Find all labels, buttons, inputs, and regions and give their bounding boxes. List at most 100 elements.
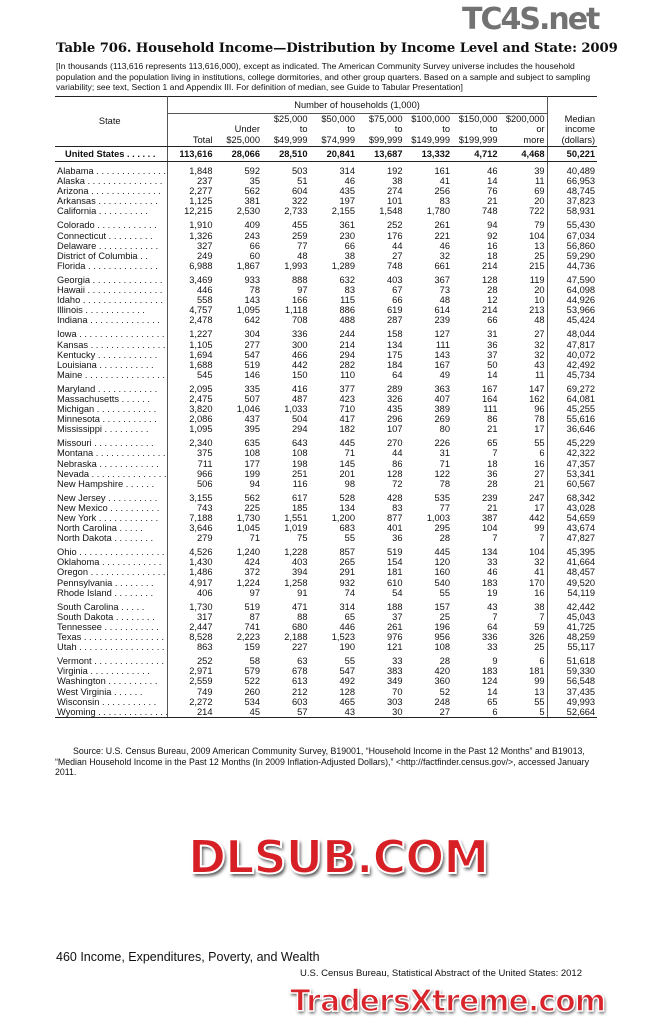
household-count: 91 bbox=[297, 587, 308, 598]
household-count: 94 bbox=[487, 220, 498, 231]
household-count: 5 bbox=[499, 706, 548, 718]
household-count: 416 bbox=[291, 383, 308, 394]
household-count: 1,095 bbox=[189, 424, 213, 435]
state-row: New Jersey . . . . . . . . . . 3,155 562 61… bbox=[55, 492, 598, 503]
household-count: 519 bbox=[244, 601, 260, 612]
household-count: 604 bbox=[291, 186, 308, 197]
state-row: Texas . . . . . . . . . . . . . . . . 8,5… bbox=[55, 632, 598, 643]
household-count: 38 bbox=[392, 176, 403, 187]
household-count: 247 bbox=[529, 492, 545, 503]
state-row: New Mexico . . . . . . . . . . 743 225 185 1… bbox=[55, 502, 598, 513]
household-count: 60 bbox=[249, 250, 260, 261]
household-count: 57 bbox=[262, 706, 310, 718]
household-count: 128 bbox=[386, 468, 403, 479]
state-name: Montana . . . . . . . . . . . . . . bbox=[55, 448, 168, 459]
state-name: Ohio . . . . . . . . . . . . . . . . . bbox=[55, 547, 168, 558]
column-header: $75,000 to $99,999 bbox=[368, 113, 403, 145]
household-count: 14 bbox=[487, 176, 498, 187]
household-count: 157 bbox=[434, 601, 450, 612]
household-count: 265 bbox=[339, 557, 355, 568]
household-count: 504 bbox=[291, 414, 308, 425]
household-count: 18 bbox=[487, 458, 498, 469]
household-count: 36 bbox=[487, 468, 498, 479]
household-count: 296 bbox=[386, 414, 403, 425]
household-count: 349 bbox=[386, 676, 403, 687]
household-count: 1,430 bbox=[189, 557, 213, 568]
household-count: 249 bbox=[196, 250, 213, 261]
household-count: 48 bbox=[439, 295, 450, 306]
household-count: 44 bbox=[392, 448, 403, 459]
household-count: 75 bbox=[297, 533, 308, 544]
header-span: Number of households (1,000) bbox=[167, 96, 548, 114]
household-count: 519 bbox=[386, 547, 403, 558]
household-count: 88 bbox=[297, 611, 308, 622]
household-count: 314 bbox=[339, 601, 355, 612]
household-count: 1,045 bbox=[236, 523, 260, 534]
household-count: 51 bbox=[297, 176, 308, 187]
state-row: Oklahoma . . . . . . . . . . . . 1,430 424… bbox=[55, 557, 598, 568]
state-row: Wyoming . . . . . . . . . . . . . . 214 45… bbox=[55, 706, 598, 718]
household-count: 260 bbox=[244, 686, 260, 697]
state-name: Tennessee . . . . . . . . . . . bbox=[55, 621, 168, 633]
state-name: New Mexico . . . . . . . . . . bbox=[55, 502, 168, 513]
household-count: 21 bbox=[487, 424, 498, 435]
household-count: 363 bbox=[434, 383, 450, 394]
household-count: 183 bbox=[481, 666, 498, 677]
household-count: 417 bbox=[339, 414, 355, 425]
state-name: Wyoming . . . . . . . . . . . . . . bbox=[55, 706, 168, 718]
median-income: 43,028 bbox=[546, 502, 598, 513]
household-count: 134 bbox=[481, 547, 498, 558]
household-count: 269 bbox=[434, 414, 450, 425]
household-count: 13,332 bbox=[404, 146, 452, 162]
household-count: 326 bbox=[386, 393, 403, 404]
row-spacer bbox=[55, 216, 598, 221]
household-count: 65 bbox=[487, 696, 498, 707]
household-count: 128 bbox=[339, 686, 355, 697]
household-count: 115 bbox=[340, 295, 355, 306]
household-count: 3,820 bbox=[189, 404, 213, 415]
household-count: 748 bbox=[481, 206, 498, 217]
household-count: 403 bbox=[291, 557, 308, 568]
state-row: New Hampshire . . . . . . 506 94 116 98 72 78 2… bbox=[55, 478, 598, 489]
household-count: 87 bbox=[249, 611, 260, 622]
household-count: 442 bbox=[529, 513, 545, 523]
column-header: $50,000 to $74,999 bbox=[321, 113, 355, 145]
household-count: 107 bbox=[386, 424, 403, 435]
state-row: Oregon . . . . . . . . . . . . . . . 1,48… bbox=[55, 567, 598, 578]
household-count: 10 bbox=[534, 295, 545, 306]
household-count: 507 bbox=[244, 393, 260, 404]
household-count: 226 bbox=[434, 438, 450, 449]
household-count: 20,841 bbox=[309, 146, 357, 162]
state-name: Arizona . . . . . . . . . . . . . . bbox=[55, 186, 168, 197]
household-count: 230 bbox=[339, 230, 355, 241]
household-count: 711 bbox=[197, 458, 213, 469]
household-count: 21 bbox=[487, 196, 498, 207]
household-count: 252 bbox=[386, 220, 403, 231]
household-count: 1,910 bbox=[189, 220, 213, 231]
household-count: 635 bbox=[244, 438, 260, 449]
household-count: 104 bbox=[529, 547, 545, 558]
household-count: 471 bbox=[291, 601, 308, 612]
household-count: 32 bbox=[534, 339, 545, 350]
household-count: 212 bbox=[291, 686, 308, 697]
median-income: 55,117 bbox=[546, 642, 598, 653]
household-count: 4,468 bbox=[499, 146, 548, 162]
state-row: California . . . . . . . . . . 12,215 2,53… bbox=[55, 206, 598, 217]
household-count: 933 bbox=[244, 274, 260, 285]
household-count: 78 bbox=[439, 478, 450, 489]
household-count: 409 bbox=[244, 220, 260, 231]
household-count: 46 bbox=[344, 176, 355, 187]
household-count: 43 bbox=[309, 706, 357, 718]
household-count: 1,019 bbox=[284, 523, 308, 534]
state-row: Kentucky . . . . . . . . . . . . 1,694 547… bbox=[55, 349, 598, 360]
household-count: 617 bbox=[291, 492, 308, 503]
us-total-row: United States . . . . . . 113,616 28,066 28… bbox=[55, 146, 598, 162]
state-row: Vermont . . . . . . . . . . . . . . 252 58… bbox=[55, 656, 598, 667]
household-count: 73 bbox=[439, 285, 450, 296]
household-count: 55 bbox=[439, 587, 450, 598]
state-row: Illinois . . . . . . . . . . . . 4,757 1,0… bbox=[55, 305, 598, 316]
household-count: 39 bbox=[534, 166, 545, 176]
household-count: 86 bbox=[392, 458, 403, 469]
row-spacer bbox=[55, 434, 598, 439]
state-name: Louisiana . . . . . . . . . . . bbox=[55, 359, 168, 370]
